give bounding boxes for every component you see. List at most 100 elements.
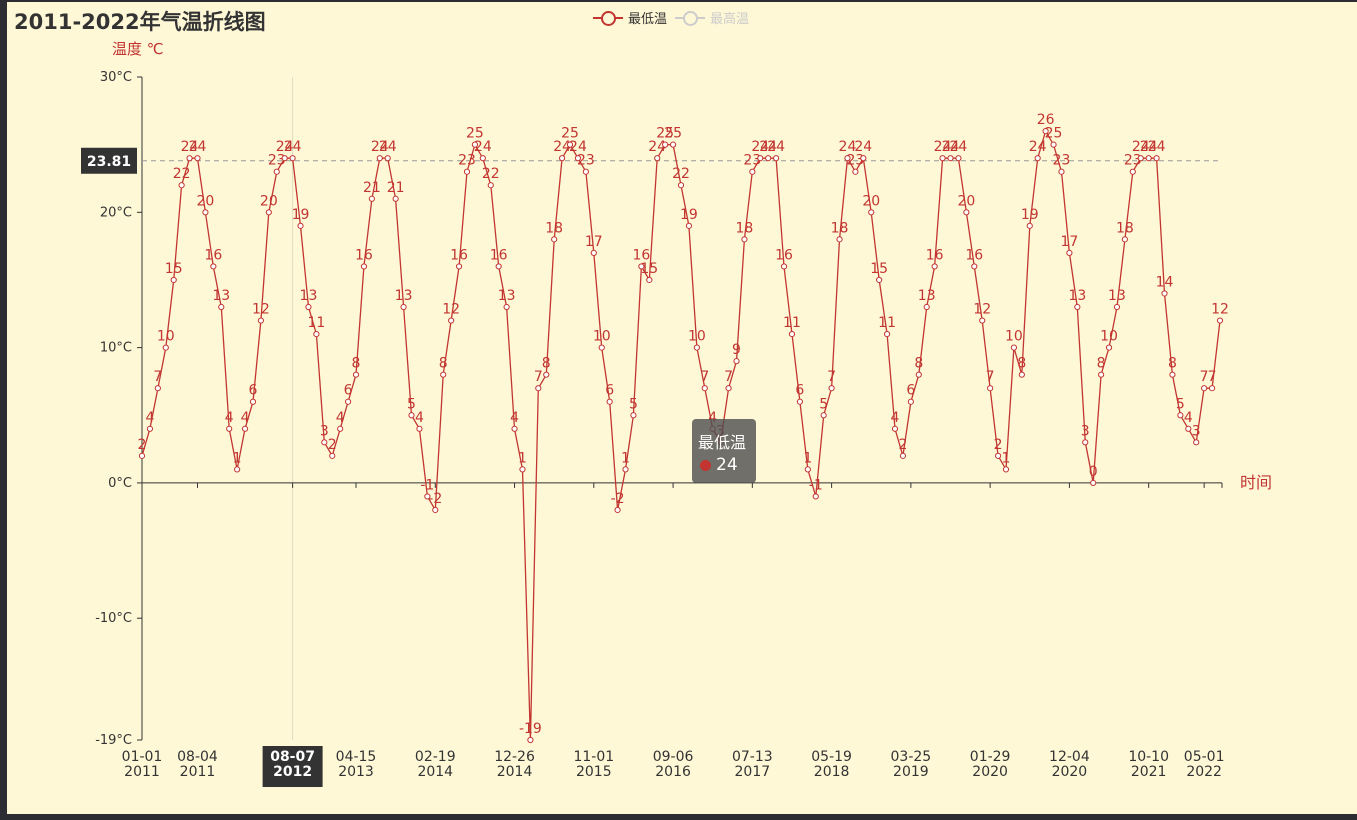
data-label: 16 bbox=[965, 247, 983, 263]
data-label: 7 bbox=[1208, 369, 1217, 385]
data-label: 13 bbox=[1108, 288, 1126, 304]
x-tick-label-date: 05-19 bbox=[811, 749, 852, 765]
data-point bbox=[1090, 479, 1097, 487]
data-point bbox=[170, 276, 177, 284]
data-label: 25 bbox=[466, 126, 484, 142]
data-point bbox=[876, 276, 883, 284]
data-point bbox=[289, 155, 296, 162]
data-label: -1 bbox=[809, 477, 823, 493]
data-point bbox=[796, 398, 803, 405]
data-label: 8 bbox=[439, 356, 448, 372]
data-point bbox=[337, 425, 344, 432]
data-point bbox=[590, 249, 597, 256]
data-label: 18 bbox=[831, 220, 849, 236]
x-tick-label-date: 02-19 bbox=[415, 749, 456, 765]
data-point bbox=[891, 425, 899, 432]
x-tick-label-year: 2016 bbox=[655, 764, 691, 780]
x-axis-name: 时间 bbox=[1240, 473, 1272, 492]
data-point bbox=[622, 466, 629, 473]
line-chart[interactable]: 30°C20°C10°C0°C-10°C-19°C温度 ℃时间23.812471… bbox=[7, 2, 1357, 814]
data-point bbox=[963, 209, 970, 216]
data-point bbox=[1201, 385, 1208, 392]
data-label: 2 bbox=[138, 437, 147, 453]
data-label: 5 bbox=[407, 396, 416, 412]
data-label: 24 bbox=[189, 139, 207, 155]
data-label: 1 bbox=[1002, 450, 1011, 466]
data-point bbox=[202, 209, 209, 216]
data-point bbox=[1098, 371, 1105, 378]
data-point bbox=[305, 303, 312, 311]
data-point bbox=[765, 155, 772, 162]
x-tick-label-date: 11-01 bbox=[573, 749, 614, 765]
legend-item-max-temp[interactable]: 最高温 bbox=[675, 8, 749, 27]
data-label: 24 bbox=[942, 139, 960, 155]
data-label: 1 bbox=[803, 450, 812, 466]
data-label: 16 bbox=[450, 247, 468, 263]
legend-line-circle-icon bbox=[675, 10, 706, 26]
data-point bbox=[559, 155, 566, 162]
data-point bbox=[527, 736, 534, 744]
data-point bbox=[1153, 155, 1160, 162]
data-label: 23 bbox=[743, 153, 761, 169]
data-label: 22 bbox=[173, 166, 191, 182]
data-label: 20 bbox=[957, 193, 975, 209]
data-point bbox=[352, 371, 360, 378]
data-label: 2 bbox=[994, 437, 1003, 453]
data-label: 1 bbox=[621, 450, 630, 466]
data-point bbox=[1193, 439, 1200, 446]
data-label: 16 bbox=[775, 247, 793, 263]
data-label: 12 bbox=[1211, 302, 1229, 318]
x-tick-label-date: 08-07 bbox=[270, 749, 315, 765]
data-point bbox=[1161, 290, 1168, 297]
data-label: 16 bbox=[490, 247, 508, 263]
data-label: -19 bbox=[519, 721, 542, 737]
data-label: 1 bbox=[233, 450, 242, 466]
data-point bbox=[471, 141, 479, 148]
data-point bbox=[677, 182, 685, 189]
data-point bbox=[344, 398, 352, 405]
data-point bbox=[218, 303, 225, 311]
data-point bbox=[1042, 128, 1049, 135]
data-label: 4 bbox=[708, 410, 717, 426]
data-point bbox=[868, 209, 875, 216]
data-label: 16 bbox=[926, 247, 944, 263]
data-point bbox=[511, 425, 518, 432]
data-point bbox=[1082, 439, 1089, 446]
data-label: 22 bbox=[482, 166, 500, 182]
data-point bbox=[463, 168, 471, 175]
data-label: 19 bbox=[680, 207, 698, 223]
data-point bbox=[1002, 466, 1010, 473]
data-point bbox=[860, 155, 867, 162]
data-point bbox=[1137, 155, 1144, 162]
x-tick-label-year: 2015 bbox=[576, 764, 612, 780]
data-point bbox=[741, 236, 748, 243]
data-label: 8 bbox=[352, 356, 361, 372]
data-point bbox=[146, 425, 154, 432]
legend-item-min-temp[interactable]: 最低温 bbox=[593, 8, 667, 27]
data-label: 2 bbox=[328, 437, 337, 453]
data-point bbox=[1050, 141, 1057, 148]
data-label: 4 bbox=[225, 410, 234, 426]
data-point bbox=[392, 195, 399, 202]
data-label: 17 bbox=[1060, 234, 1078, 250]
data-point bbox=[923, 303, 930, 311]
x-tick-label-date: 07-13 bbox=[732, 749, 773, 765]
data-label: 24 bbox=[181, 139, 199, 155]
data-label: 15 bbox=[165, 261, 183, 277]
data-point bbox=[685, 222, 693, 229]
data-point bbox=[455, 263, 463, 270]
data-point bbox=[249, 398, 257, 405]
data-point bbox=[368, 195, 375, 202]
data-point bbox=[360, 263, 368, 270]
data-point bbox=[955, 155, 962, 162]
tooltip-series-name: 最低温 bbox=[698, 433, 747, 452]
data-point bbox=[836, 236, 843, 243]
data-point bbox=[519, 466, 526, 473]
data-label: 24 bbox=[1140, 139, 1158, 155]
data-point bbox=[994, 452, 1002, 459]
data-label: 22 bbox=[672, 166, 690, 182]
data-point bbox=[210, 263, 217, 270]
data-point bbox=[281, 155, 288, 162]
data-point bbox=[780, 263, 788, 270]
legend-line-circle-icon bbox=[593, 10, 623, 26]
